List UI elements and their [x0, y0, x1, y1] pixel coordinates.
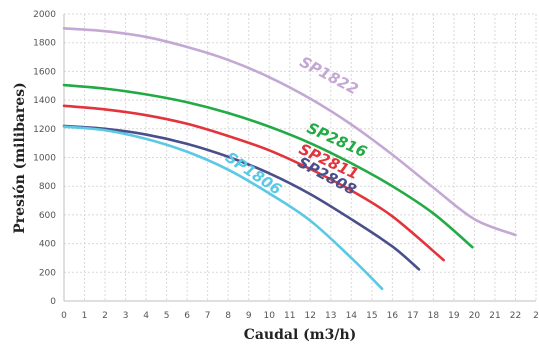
- y-axis-title: Presión (milibares): [12, 82, 28, 233]
- y-tick-label: 1200: [33, 125, 56, 135]
- x-tick-label: 19: [448, 311, 460, 321]
- series-label-sp1806: SP1806: [222, 148, 285, 198]
- x-tick-label: 22: [510, 311, 521, 321]
- x-tick-label: 11: [284, 311, 295, 321]
- x-tick-label: 14: [346, 311, 358, 321]
- axes: [63, 14, 536, 302]
- x-axis-title: Caudal (m3/h): [244, 327, 357, 343]
- x-tick-label: 10: [263, 311, 275, 321]
- x-tick-label: 4: [143, 311, 149, 321]
- x-tick-label: 7: [205, 311, 211, 321]
- y-tick-label: 0: [50, 297, 56, 307]
- y-tick-label: 1000: [33, 154, 56, 164]
- x-axis-ticks: 0 1 2 3 4 5 6 7 8 9 10 11 12 13 14 15 16 17 18 19 20 21 22 2: [61, 311, 539, 321]
- series-line-sp2811: [62, 104, 445, 262]
- x-tick-label: 2: [533, 311, 539, 321]
- y-tick-label: 200: [39, 268, 56, 278]
- x-tick-label: 6: [184, 311, 190, 321]
- x-tick-label: 21: [489, 311, 500, 321]
- y-axis-ticks: 0 200 400 600 800 1000 1200 1400 1600 1800 2000: [33, 10, 56, 307]
- y-tick-label: 1400: [33, 96, 56, 106]
- y-tick-label: 2000: [33, 10, 56, 20]
- x-tick-label: 9: [246, 311, 252, 321]
- grid: [64, 13, 537, 301]
- y-tick-label: 400: [39, 240, 56, 250]
- y-tick-label: 800: [39, 182, 56, 192]
- x-tick-label: 12: [305, 311, 316, 321]
- x-tick-label: 18: [428, 311, 440, 321]
- x-tick-label: 0: [61, 311, 67, 321]
- x-tick-label: 2: [102, 311, 108, 321]
- series-lines: [62, 27, 517, 291]
- x-tick-label: 13: [325, 311, 336, 321]
- series-line-sp2808: [62, 124, 421, 271]
- y-tick-label: 600: [39, 211, 56, 221]
- x-tick-label: 3: [123, 311, 129, 321]
- series-line-sp1806: [62, 125, 384, 291]
- x-tick-label: 17: [407, 311, 418, 321]
- series-line-sp2816: [62, 83, 474, 249]
- x-tick-label: 15: [366, 311, 377, 321]
- series-line-sp1822: [62, 27, 517, 237]
- y-tick-label: 1800: [33, 39, 56, 49]
- x-tick-label: 8: [225, 311, 231, 321]
- x-tick-label: 20: [469, 311, 481, 321]
- y-tick-label: 1600: [33, 67, 56, 77]
- x-tick-label: 1: [82, 311, 88, 321]
- x-tick-label: 5: [164, 311, 170, 321]
- x-tick-label: 16: [387, 311, 399, 321]
